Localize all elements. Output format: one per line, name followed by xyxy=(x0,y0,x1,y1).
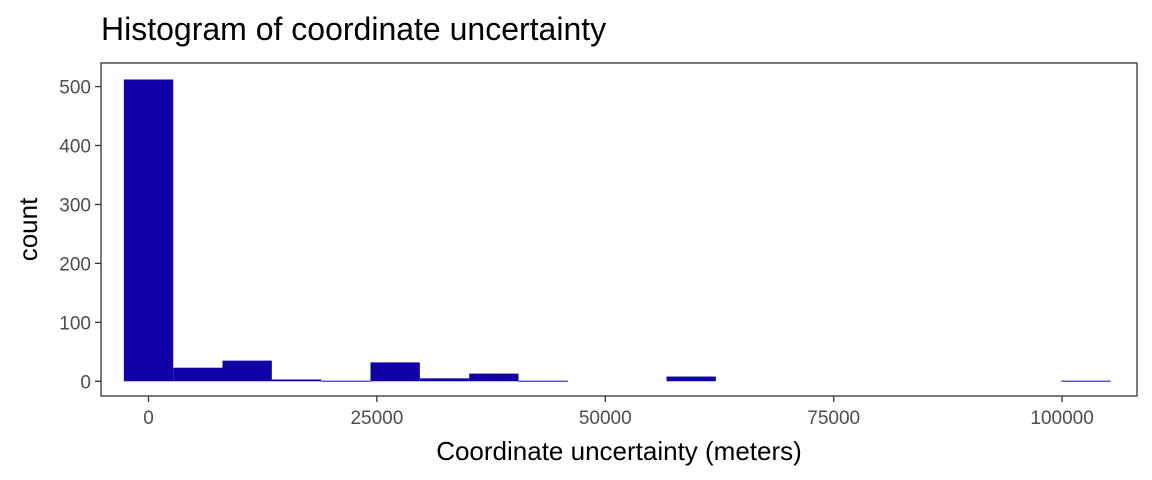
x-tick-label-75000: 75000 xyxy=(807,408,860,429)
y-tick-label-500: 500 xyxy=(59,78,91,99)
histogram-bar-19 xyxy=(1061,380,1111,382)
histogram-bar-0 xyxy=(123,79,174,382)
x-axis-title: Coordinate uncertainty (meters) xyxy=(436,436,802,466)
histogram-bar-5 xyxy=(370,362,420,382)
bars-group xyxy=(123,79,1111,382)
histogram-bar-3 xyxy=(271,379,322,382)
histogram-bar-6 xyxy=(419,378,470,382)
y-axis-title: count xyxy=(13,197,43,261)
x-tick-label-0: 0 xyxy=(143,408,154,429)
y-tick-label-100: 100 xyxy=(59,313,91,334)
x-tick-label-50000: 50000 xyxy=(579,408,632,429)
x-tick-label-100000: 100000 xyxy=(1030,408,1093,429)
histogram-bar-4 xyxy=(321,380,371,382)
histogram-bar-7 xyxy=(469,373,519,382)
histogram-bar-2 xyxy=(222,360,272,382)
plot-panel-border xyxy=(100,62,1138,397)
y-tick-label-300: 300 xyxy=(59,195,91,216)
y-tick-label-400: 400 xyxy=(59,137,91,158)
x-axis: 0 25000 50000 75000 100000 xyxy=(143,396,1094,429)
histogram-bar-1 xyxy=(173,367,223,382)
histogram-bar-8 xyxy=(518,380,568,382)
chart-title: Histogram of coordinate uncertainty xyxy=(101,11,606,47)
y-tick-label-0: 0 xyxy=(80,372,91,393)
y-tick-label-200: 200 xyxy=(59,254,91,275)
y-axis: 0 100 200 300 400 500 xyxy=(59,78,101,393)
x-tick-label-25000: 25000 xyxy=(350,408,403,429)
histogram-bar-11 xyxy=(666,376,716,382)
